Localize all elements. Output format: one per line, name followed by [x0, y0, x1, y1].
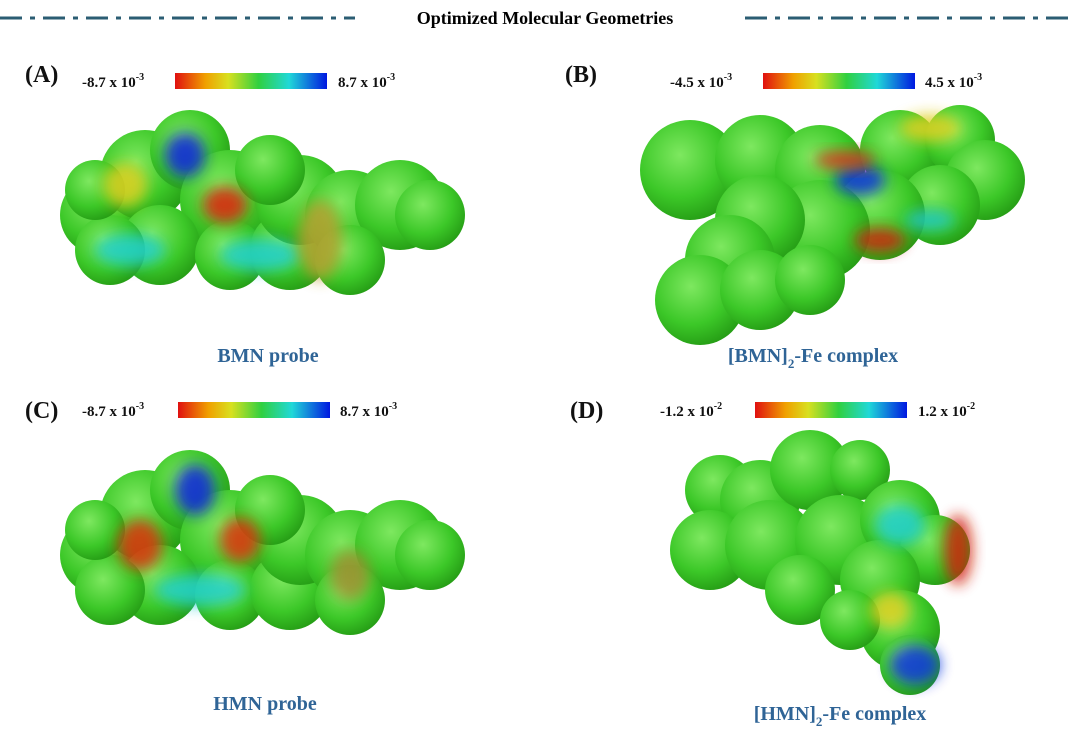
atom-sphere: [395, 520, 465, 590]
scale-max-base: 4.5 x 10: [925, 75, 974, 91]
scale-min-base: -1.2 x 10: [660, 404, 714, 420]
caption-text: [HMN]: [754, 703, 816, 725]
potential-region: [835, 165, 885, 195]
potential-region: [855, 228, 905, 252]
potential-region: [870, 592, 910, 628]
potential-region: [103, 163, 147, 207]
scale-max-exponent: -2: [967, 401, 975, 412]
caption-text: BMN probe: [217, 345, 318, 367]
color-bar: [755, 402, 907, 418]
scale-max: 8.7 x 10-3: [340, 401, 397, 420]
caption: HMN probe: [213, 693, 317, 715]
scale-min: -8.7 x 10-3: [82, 401, 144, 420]
caption-suffix: -Fe complex: [794, 345, 898, 367]
scale-min: -4.5 x 10-3: [670, 72, 732, 91]
panel-label: (C): [25, 398, 58, 424]
potential-region: [155, 574, 245, 606]
scale-min-exponent: -3: [724, 72, 732, 83]
header-title: Optimized Molecular Geometries: [417, 8, 674, 28]
color-bar: [175, 73, 327, 89]
page: Optimized Molecular Geometries (A) -8.7 x…: [0, 0, 1076, 729]
potential-region: [298, 200, 342, 280]
molecule-surface: [60, 450, 465, 635]
potential-region: [165, 133, 205, 177]
scale-min: -8.7 x 10-3: [82, 72, 144, 91]
atom-sphere: [395, 180, 465, 250]
potential-region: [203, 187, 247, 223]
scale-max-base: 8.7 x 10: [340, 404, 389, 420]
potential-region: [330, 550, 370, 600]
potential-region: [815, 151, 875, 169]
caption-text: [BMN]: [728, 345, 788, 367]
scale-max-base: 8.7 x 10: [338, 75, 387, 91]
atom-sphere: [775, 245, 845, 315]
scale-min-base: -8.7 x 10: [82, 404, 136, 420]
scale-min-base: -4.5 x 10: [670, 75, 724, 91]
potential-region: [220, 518, 260, 562]
potential-region: [220, 239, 300, 271]
scale-min-exponent: -3: [136, 401, 144, 412]
molecule-surface: [60, 110, 465, 295]
potential-region: [890, 645, 940, 685]
scale-max-exponent: -3: [389, 401, 397, 412]
caption: [HMN]2-Fe complex: [754, 703, 927, 729]
potential-region: [900, 114, 960, 142]
panel-label: (B): [565, 62, 597, 88]
caption: [BMN]2-Fe complex: [728, 345, 898, 371]
potential-region: [175, 465, 215, 515]
scale-max: 8.7 x 10-3: [338, 72, 395, 91]
atom-sphere: [235, 135, 305, 205]
panel-label: (D): [570, 398, 603, 424]
scale-min-exponent: -3: [136, 72, 144, 83]
caption-text: HMN probe: [213, 693, 317, 715]
scale-max-exponent: -3: [387, 72, 395, 83]
color-bar: [763, 73, 915, 89]
potential-region: [875, 505, 925, 545]
scale-max: 1.2 x 10-2: [918, 401, 975, 420]
atom-sphere: [65, 500, 125, 560]
potential-region: [118, 520, 162, 570]
molecule-surface: [640, 105, 1025, 345]
panel-label: (A): [25, 62, 58, 88]
scale-min-base: -8.7 x 10: [82, 75, 136, 91]
potential-region: [944, 515, 972, 585]
caption-suffix: -Fe complex: [822, 703, 926, 725]
figure: Optimized Molecular Geometries (A) -8.7 x…: [0, 0, 1076, 729]
potential-region: [95, 234, 165, 266]
scale-max-base: 1.2 x 10: [918, 404, 967, 420]
potential-region: [905, 210, 955, 230]
molecule-surface: [670, 430, 972, 695]
color-bar: [178, 402, 330, 418]
scale-max: 4.5 x 10-3: [925, 72, 982, 91]
scale-min-exponent: -2: [714, 401, 722, 412]
caption: BMN probe: [217, 345, 318, 367]
scale-min: -1.2 x 10-2: [660, 401, 722, 420]
atom-sphere: [820, 590, 880, 650]
scale-max-exponent: -3: [974, 72, 982, 83]
